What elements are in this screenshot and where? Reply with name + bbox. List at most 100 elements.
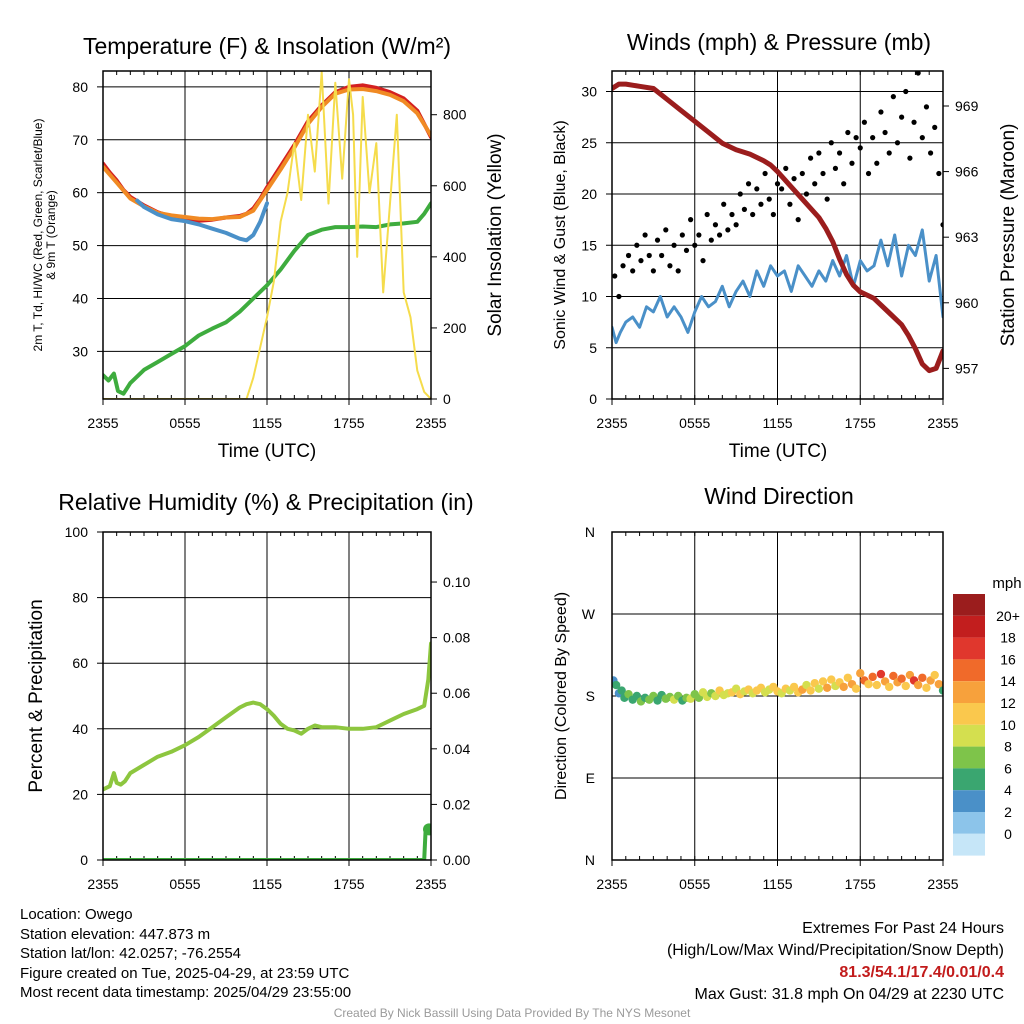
temperature-x-tick-label: 0555 bbox=[169, 415, 200, 431]
gust-point bbox=[799, 170, 805, 177]
gust-point bbox=[899, 114, 905, 120]
station-location: Location: Owego bbox=[20, 906, 133, 923]
gust-point bbox=[874, 160, 880, 166]
wind-chill-line bbox=[135, 198, 269, 243]
gust-point bbox=[774, 181, 781, 187]
wind-direction-point bbox=[918, 673, 927, 682]
colorbar-swatch bbox=[953, 703, 985, 725]
colorbar-title: mph bbox=[992, 575, 1021, 592]
wind_direction-y-tick-label: S bbox=[586, 688, 595, 704]
humidity-y-tick-label: 0 bbox=[80, 852, 88, 868]
gust-point bbox=[903, 88, 909, 95]
gust-point bbox=[836, 150, 843, 156]
wind-direction-point bbox=[901, 681, 910, 691]
gust-point bbox=[654, 237, 661, 243]
gust-point bbox=[712, 222, 719, 228]
wind-direction-point bbox=[617, 686, 626, 695]
wind-direction-point bbox=[806, 686, 815, 695]
temperature-series-group bbox=[103, 71, 431, 399]
winds-x-tick-label: 1155 bbox=[762, 415, 792, 431]
gust-point bbox=[696, 232, 702, 238]
wind_direction-x-tick-label: 2355 bbox=[596, 876, 627, 892]
gust-point bbox=[878, 109, 884, 115]
temperature-x-label: Time (UTC) bbox=[218, 441, 317, 462]
gust-point bbox=[750, 211, 756, 218]
gust-point bbox=[745, 181, 752, 187]
wind-direction-point bbox=[856, 669, 865, 678]
wind-direction-y-label: Direction (Colored By Speed) bbox=[553, 592, 570, 800]
winds-x-tick-label: 1755 bbox=[845, 415, 876, 431]
gust-point bbox=[919, 135, 925, 141]
precipitation-marker bbox=[423, 823, 431, 836]
colorbar-swatch bbox=[953, 594, 985, 616]
wind-direction-point bbox=[612, 680, 621, 690]
wind-direction-point bbox=[938, 686, 943, 695]
humidity-right-y-tick-label: 0.08 bbox=[443, 630, 470, 646]
temperature-y-tick-label: 30 bbox=[72, 343, 88, 359]
gust-point bbox=[754, 186, 760, 192]
winds-panel: Winds (mph) & Pressure (mb) Time (UTC) S… bbox=[552, 29, 1019, 462]
winds-y-tick-label: 5 bbox=[589, 340, 597, 356]
wind-direction-point bbox=[922, 683, 931, 692]
winds-right-y-tick-label: 960 bbox=[955, 295, 979, 311]
gust-point bbox=[716, 232, 723, 238]
credit-line: Created By Nick Bassill Using Data Provi… bbox=[333, 1006, 691, 1020]
gust-point bbox=[894, 140, 901, 146]
colorbar-swatch bbox=[953, 659, 985, 682]
gust-point bbox=[620, 263, 626, 269]
colorbar-swatch bbox=[953, 790, 985, 812]
temperature-right-y-tick-label: 400 bbox=[443, 249, 467, 265]
temperature-right-y-tick-label: 200 bbox=[443, 320, 467, 336]
gust-point bbox=[616, 293, 622, 300]
extremes-title: Extremes For Past 24 Hours bbox=[802, 920, 1004, 937]
humidity-right-y-tick-label: 0.06 bbox=[443, 685, 470, 701]
winds-x-label: Time (UTC) bbox=[729, 441, 828, 462]
gust-point bbox=[820, 170, 826, 177]
colorbar-label: 6 bbox=[1004, 760, 1012, 776]
gust-point bbox=[634, 242, 640, 248]
gust-point bbox=[886, 150, 892, 156]
gust-point bbox=[812, 181, 818, 187]
winds-x-tick-label: 2355 bbox=[927, 415, 958, 431]
humidity-x-tick-label: 2355 bbox=[415, 876, 446, 892]
temperature-x-tick-label: 2355 bbox=[87, 415, 118, 431]
gust-point bbox=[870, 135, 876, 141]
gust-point bbox=[849, 160, 855, 166]
gust-point bbox=[936, 170, 942, 177]
max-gust: Max Gust: 31.8 mph On 04/29 at 2230 UTC bbox=[694, 986, 1005, 1003]
gust-point bbox=[824, 196, 830, 202]
gust-point bbox=[667, 263, 673, 269]
wind-direction-point bbox=[868, 672, 877, 682]
wind-direction-point bbox=[913, 680, 923, 690]
gust-point bbox=[679, 232, 685, 238]
gust-point bbox=[612, 273, 618, 279]
wind-direction-point bbox=[822, 683, 832, 692]
winds-right-y-tick-label: 963 bbox=[955, 229, 979, 245]
temperature-title: Temperature (F) & Insolation (W/m²) bbox=[83, 33, 451, 59]
temperature-plot-area: 2355 0555 1155 1755 235530405060708002004006… bbox=[72, 70, 467, 431]
temperature-y-tick-label: 80 bbox=[72, 79, 88, 95]
winds-series-group bbox=[612, 71, 943, 374]
humidity-y-tick-label: 100 bbox=[65, 524, 89, 540]
colorbar-label: 18 bbox=[1000, 630, 1016, 646]
colorbar-swatch bbox=[953, 615, 985, 638]
temperature-border bbox=[102, 70, 432, 400]
gust-point bbox=[911, 119, 917, 125]
colorbar-swatch bbox=[953, 833, 985, 856]
colorbar-label: 8 bbox=[1004, 739, 1012, 755]
colorbar-label: 0 bbox=[1004, 826, 1012, 842]
gust-point bbox=[704, 211, 710, 218]
winds-right-y-tick-label: 969 bbox=[955, 98, 979, 114]
humidity-x-tick-label: 1755 bbox=[333, 876, 364, 892]
gust-point bbox=[770, 211, 776, 218]
gust-point bbox=[808, 155, 814, 161]
gust-point bbox=[857, 145, 863, 151]
wind-direction-point bbox=[889, 671, 898, 681]
gust-point bbox=[828, 140, 834, 146]
colorbar-label: 12 bbox=[1000, 695, 1016, 711]
extremes-values: 81.3/54.1/17.4/0.01/0.4 bbox=[839, 964, 1004, 981]
gust-point bbox=[932, 124, 938, 130]
gust-point bbox=[729, 211, 735, 218]
gust-point bbox=[787, 201, 793, 207]
